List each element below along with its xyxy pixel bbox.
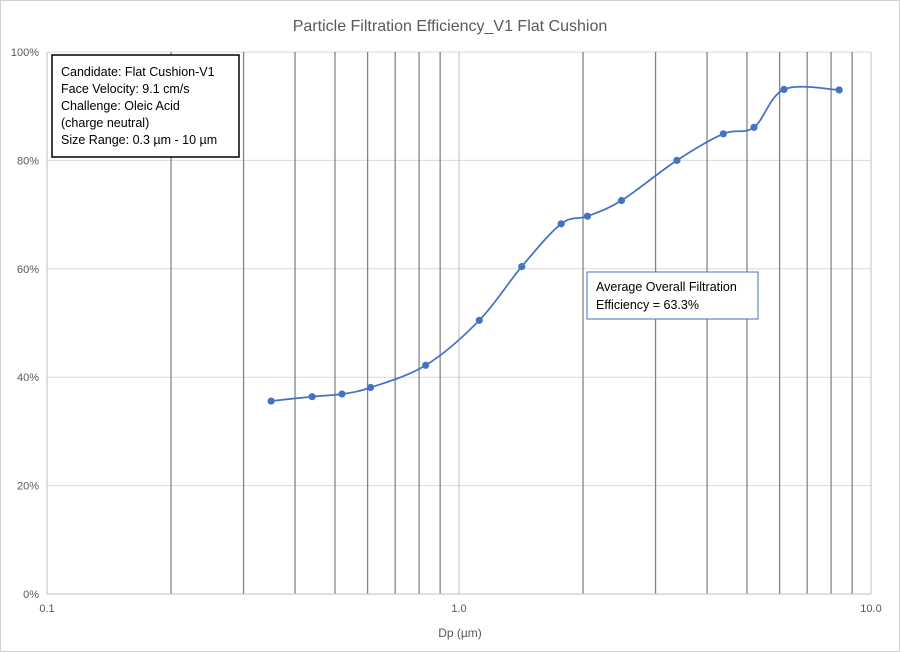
info-line-challenge: Challenge: Oleic Acid bbox=[61, 99, 180, 113]
y-tick-label: 40% bbox=[17, 372, 39, 384]
data-point bbox=[422, 361, 430, 369]
data-point bbox=[267, 397, 275, 405]
y-tick-label: 0% bbox=[23, 589, 39, 601]
data-point bbox=[475, 316, 483, 324]
data-point bbox=[338, 390, 346, 398]
data-point bbox=[780, 85, 788, 93]
info-line-charge: (charge neutral) bbox=[61, 116, 149, 130]
data-point bbox=[673, 156, 681, 164]
data-point bbox=[366, 383, 375, 392]
y-tick-label: 60% bbox=[17, 264, 39, 276]
data-point bbox=[557, 220, 565, 228]
average-line-1: Average Overall Filtration bbox=[596, 280, 737, 294]
info-line-size-range: Size Range: 0.3 µm - 10 µm bbox=[61, 133, 217, 147]
y-tick-label: 20% bbox=[17, 481, 39, 493]
average-efficiency-box: Average Overall Filtration Efficiency = … bbox=[586, 271, 759, 320]
info-box: Candidate: Flat Cushion-V1 Face Velocity… bbox=[51, 54, 240, 158]
x-tick-label: 0.1 bbox=[39, 603, 54, 615]
data-point bbox=[719, 130, 727, 138]
data-points bbox=[267, 85, 843, 405]
data-point bbox=[835, 86, 843, 94]
data-point bbox=[583, 212, 592, 220]
data-point bbox=[750, 123, 758, 131]
data-point bbox=[617, 196, 626, 205]
x-tick-label: 1.0 bbox=[451, 603, 466, 615]
data-point bbox=[518, 263, 526, 271]
info-line-velocity: Face Velocity: 9.1 cm/s bbox=[61, 82, 190, 96]
y-tick-label: 80% bbox=[17, 155, 39, 167]
chart-title: Particle Filtration Efficiency_V1 Flat C… bbox=[293, 18, 608, 35]
info-line-candidate: Candidate: Flat Cushion-V1 bbox=[61, 65, 215, 79]
series-line bbox=[271, 85, 840, 402]
axes: 0% 20% 40% 60% 80% 100% 0.1 1.0 10.0 bbox=[11, 47, 882, 615]
y-tick-label: 100% bbox=[11, 47, 39, 59]
x-tick-label: 10.0 bbox=[860, 603, 881, 615]
data-point bbox=[308, 393, 316, 401]
average-line-2: Efficiency = 63.3% bbox=[596, 298, 699, 312]
x-axis-label: Dp (µm) bbox=[438, 626, 482, 640]
